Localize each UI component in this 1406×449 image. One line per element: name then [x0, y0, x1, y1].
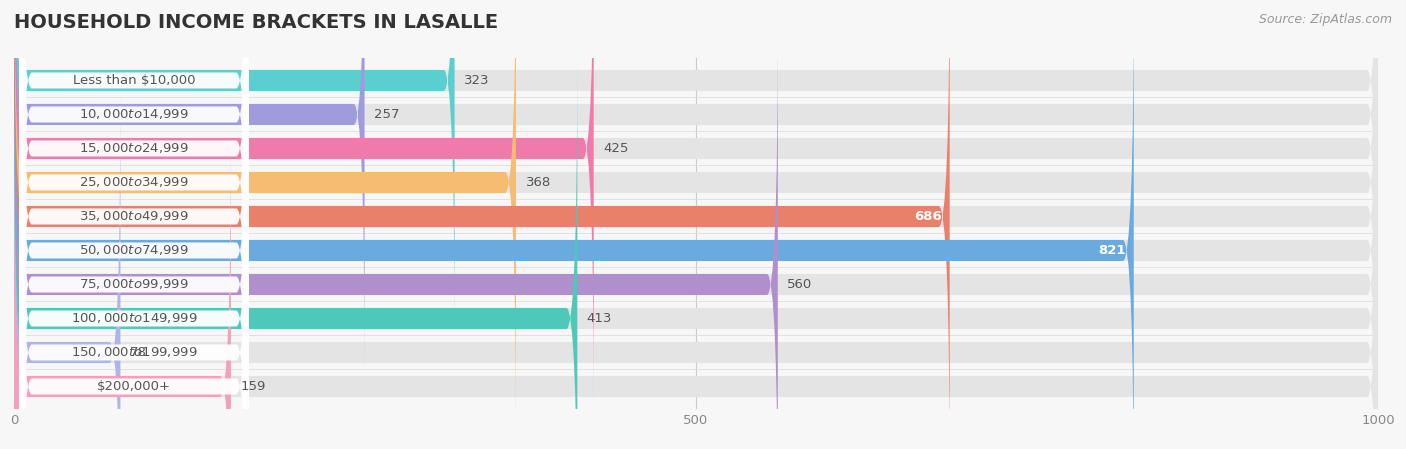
FancyBboxPatch shape — [14, 0, 1378, 342]
FancyBboxPatch shape — [14, 125, 231, 449]
Text: 413: 413 — [586, 312, 612, 325]
FancyBboxPatch shape — [20, 0, 249, 449]
FancyBboxPatch shape — [20, 0, 249, 449]
Text: 257: 257 — [374, 108, 399, 121]
Text: $50,000 to $74,999: $50,000 to $74,999 — [79, 243, 188, 257]
Text: HOUSEHOLD INCOME BRACKETS IN LASALLE: HOUSEHOLD INCOME BRACKETS IN LASALLE — [14, 13, 498, 32]
FancyBboxPatch shape — [14, 0, 364, 376]
FancyBboxPatch shape — [14, 57, 578, 449]
FancyBboxPatch shape — [14, 125, 1378, 449]
Text: $10,000 to $14,999: $10,000 to $14,999 — [79, 107, 188, 122]
Text: 368: 368 — [526, 176, 551, 189]
Text: 159: 159 — [240, 380, 266, 393]
FancyBboxPatch shape — [14, 0, 1378, 444]
FancyBboxPatch shape — [20, 0, 249, 379]
Text: Source: ZipAtlas.com: Source: ZipAtlas.com — [1258, 13, 1392, 26]
FancyBboxPatch shape — [20, 0, 249, 446]
FancyBboxPatch shape — [14, 23, 778, 449]
FancyBboxPatch shape — [14, 0, 1378, 376]
Text: $75,000 to $99,999: $75,000 to $99,999 — [79, 277, 188, 291]
Text: $25,000 to $34,999: $25,000 to $34,999 — [79, 176, 188, 189]
FancyBboxPatch shape — [14, 91, 1378, 449]
Text: $100,000 to $149,999: $100,000 to $149,999 — [70, 312, 197, 326]
Text: $200,000+: $200,000+ — [97, 380, 172, 393]
FancyBboxPatch shape — [20, 88, 249, 449]
FancyBboxPatch shape — [14, 0, 1378, 449]
Text: $150,000 to $199,999: $150,000 to $199,999 — [70, 345, 197, 360]
FancyBboxPatch shape — [14, 0, 1378, 449]
FancyBboxPatch shape — [20, 0, 249, 413]
Text: 686: 686 — [914, 210, 942, 223]
Text: Less than $10,000: Less than $10,000 — [73, 74, 195, 87]
FancyBboxPatch shape — [14, 0, 1378, 410]
FancyBboxPatch shape — [20, 54, 249, 449]
FancyBboxPatch shape — [20, 0, 249, 449]
Text: 78: 78 — [129, 346, 146, 359]
Text: $15,000 to $24,999: $15,000 to $24,999 — [79, 141, 188, 155]
FancyBboxPatch shape — [14, 57, 1378, 449]
Text: 821: 821 — [1098, 244, 1126, 257]
FancyBboxPatch shape — [14, 0, 454, 342]
FancyBboxPatch shape — [14, 0, 949, 449]
FancyBboxPatch shape — [14, 0, 1133, 449]
Text: 425: 425 — [603, 142, 628, 155]
FancyBboxPatch shape — [14, 23, 1378, 449]
FancyBboxPatch shape — [20, 0, 249, 449]
Text: $35,000 to $49,999: $35,000 to $49,999 — [79, 210, 188, 224]
Text: 323: 323 — [464, 74, 489, 87]
Text: 560: 560 — [787, 278, 813, 291]
FancyBboxPatch shape — [20, 21, 249, 449]
FancyBboxPatch shape — [14, 0, 593, 410]
FancyBboxPatch shape — [14, 91, 121, 449]
FancyBboxPatch shape — [14, 0, 516, 444]
